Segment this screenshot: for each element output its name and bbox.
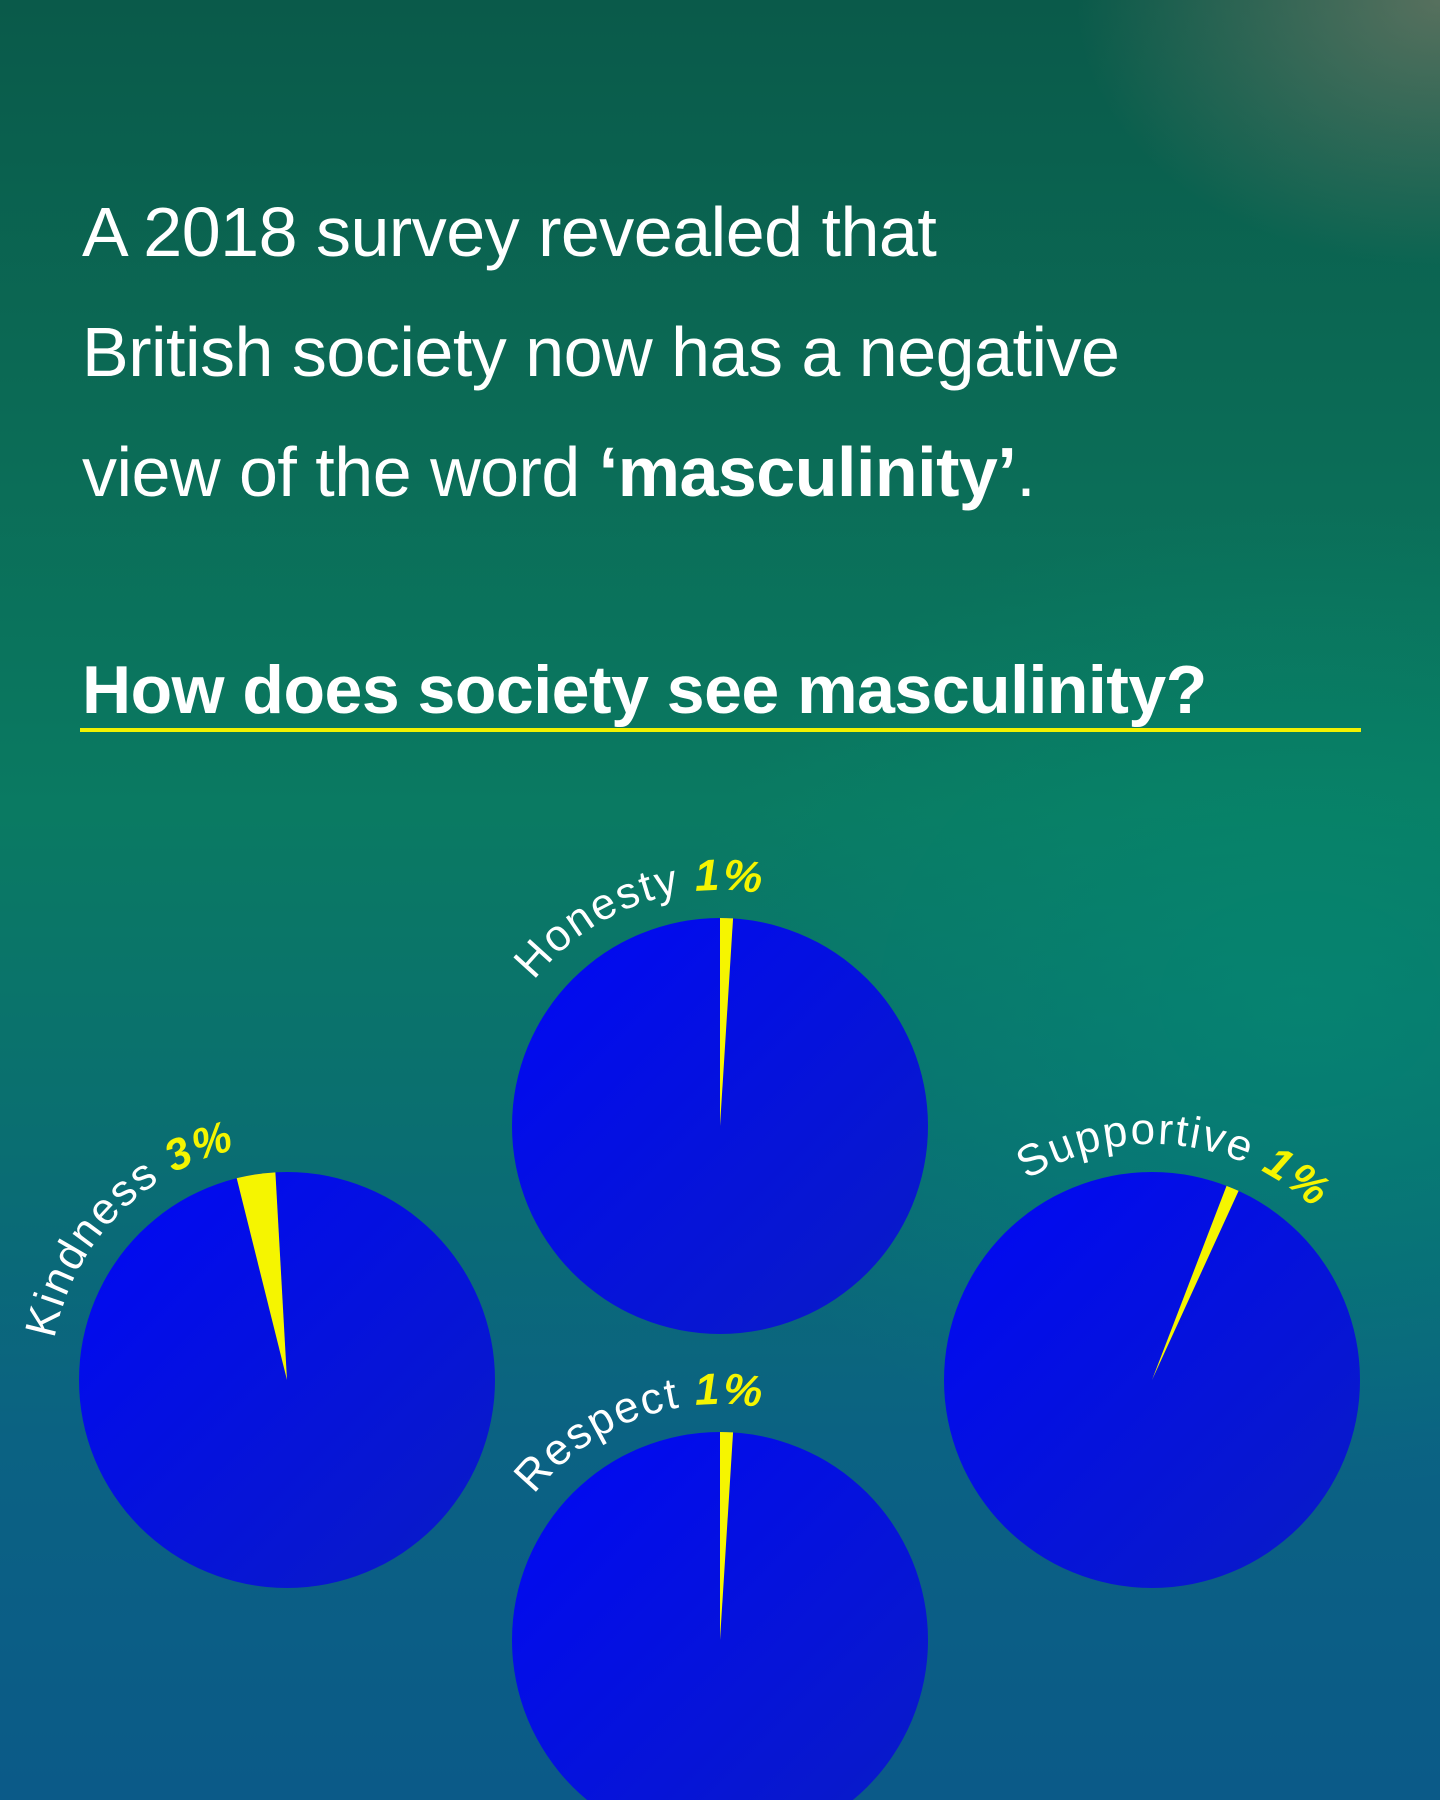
pie-chart-honesty: Honesty 1% <box>505 850 928 1334</box>
intro-emphasis: ‘masculinity’ <box>598 433 1017 511</box>
question-heading: How does society see masculinity? <box>82 652 1207 728</box>
intro-line-2: British society now has a negative <box>82 313 1120 391</box>
pie-label-value-respect: 1% <box>694 1364 767 1417</box>
pie-slice-honesty <box>720 918 734 1126</box>
pie-chart-supportive: Supportive1% <box>944 1105 1360 1588</box>
intro-text: A 2018 survey revealed that British soci… <box>82 172 1382 532</box>
pie-slice-supportive <box>1152 1185 1239 1380</box>
pie-label-value-honesty: 1% <box>694 850 767 903</box>
intro-line-3-prefix: view of the word <box>82 433 599 511</box>
pie-chart-kindness: Kindness3% <box>16 1111 495 1588</box>
pie-chart-respect: Respect 1% <box>505 1364 928 1800</box>
pie-slice-kindness <box>236 1172 287 1380</box>
intro-line-1: A 2018 survey revealed that <box>82 193 937 271</box>
pie-slice-respect <box>720 1432 734 1640</box>
intro-line-3-suffix: . <box>1016 433 1036 511</box>
pie-label-value-supportive: 1% <box>1256 1137 1341 1217</box>
pie-label-value-kindness: 3% <box>157 1111 240 1181</box>
intro-line-3: view of the word ‘masculinity’. <box>82 412 1382 532</box>
question-underline <box>80 728 1361 732</box>
